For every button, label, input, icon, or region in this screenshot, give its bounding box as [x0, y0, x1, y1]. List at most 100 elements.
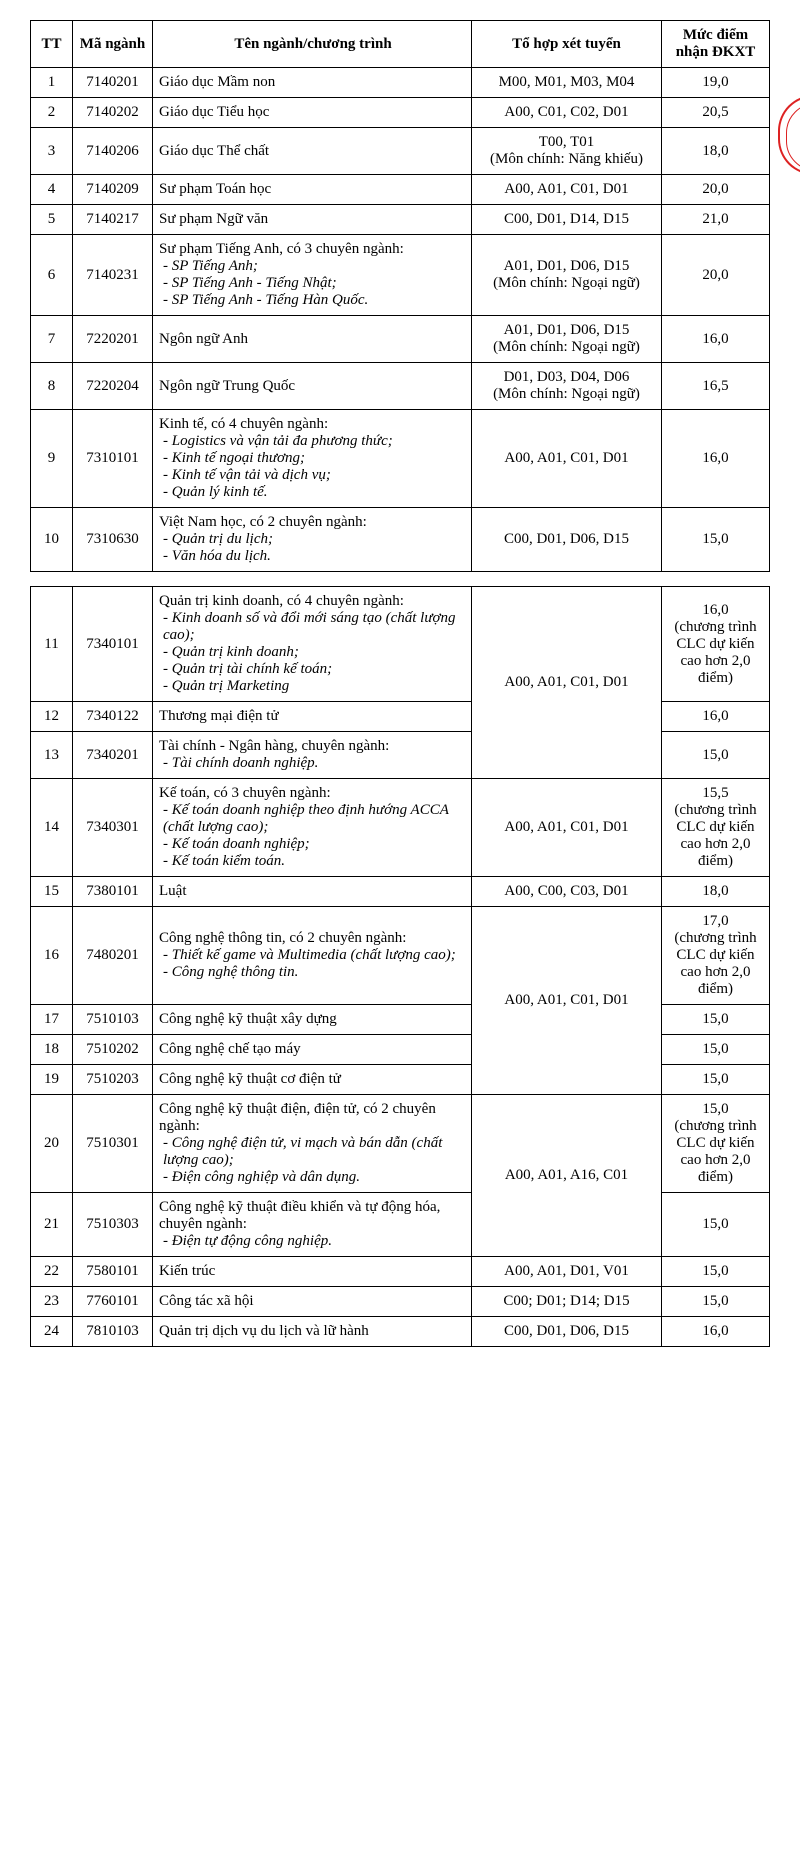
cell-line: 20,5 — [666, 104, 765, 121]
program-sub: - Quản trị Marketing — [159, 678, 467, 695]
cell-ma: 7340101 — [73, 587, 153, 702]
cell-line: (Môn chính: Ngoại ngữ) — [476, 386, 657, 403]
program-name: Tài chính - Ngân hàng, chuyên ngành: — [159, 738, 389, 754]
cell-ten: Quản trị kinh doanh, có 4 chuyên ngành: … — [153, 587, 472, 702]
cell-line: 15,0 — [666, 1101, 765, 1118]
table-row: 57140217Sư phạm Ngữ vănC00, D01, D14, D1… — [31, 205, 770, 235]
program-name: Sư phạm Toán học — [159, 181, 271, 197]
cell-line: 15,5 — [666, 785, 765, 802]
cell-ten: Công nghệ kỹ thuật cơ điện tử — [153, 1065, 472, 1095]
cell-ma: 7140206 — [73, 128, 153, 175]
cell-line: 15,0 — [666, 1071, 765, 1088]
cell-tt: 10 — [31, 508, 73, 572]
cell-diem: 15,0 — [662, 1193, 770, 1257]
program-sub: - SP Tiếng Anh - Tiếng Nhật; — [159, 275, 467, 292]
header-ten: Tên ngành/chương trình — [153, 21, 472, 68]
program-name: Kinh tế, có 4 chuyên ngành: — [159, 416, 328, 432]
cell-th: A00, A01, C01, D01 — [472, 587, 662, 779]
cell-ten: Công nghệ kỹ thuật xây dựng — [153, 1005, 472, 1035]
cell-tt: 19 — [31, 1065, 73, 1095]
cell-ma: 7340301 — [73, 779, 153, 877]
program-name: Sư phạm Ngữ văn — [159, 211, 268, 227]
program-name: Quản trị dịch vụ du lịch và lữ hành — [159, 1323, 369, 1339]
cell-line: 21,0 — [666, 211, 765, 228]
cell-ma: 7220201 — [73, 316, 153, 363]
cell-line: (Môn chính: Ngoại ngữ) — [476, 275, 657, 292]
cell-line: A01, D01, D06, D15 — [476, 322, 657, 339]
cell-th: M00, M01, M03, M04 — [472, 68, 662, 98]
cell-line: A00, A01, C01, D01 — [476, 819, 657, 836]
cell-ten: Luật — [153, 877, 472, 907]
cell-diem: 16,0(chương trình CLC dự kiến cao hơn 2,… — [662, 587, 770, 702]
table-row: 237760101Công tác xã hộiC00; D01; D14; D… — [31, 1287, 770, 1317]
cell-ma: 7760101 — [73, 1287, 153, 1317]
program-sub: - Kinh tế vận tải và dịch vụ; — [159, 467, 467, 484]
header-th: Tổ hợp xét tuyển — [472, 21, 662, 68]
cell-diem: 15,0 — [662, 732, 770, 779]
cell-th: A00, A01, C01, D01 — [472, 907, 662, 1095]
cell-line: A00, A01, C01, D01 — [476, 181, 657, 198]
cell-ten: Ngôn ngữ Trung Quốc — [153, 363, 472, 410]
cell-diem: 15,0(chương trình CLC dự kiến cao hơn 2,… — [662, 1095, 770, 1193]
program-sub: - Kế toán doanh nghiệp theo định hướng A… — [159, 802, 467, 836]
cell-th: C00, D01, D06, D15 — [472, 1317, 662, 1347]
table-row: 27140202Giáo dục Tiểu họcA00, C01, C02, … — [31, 98, 770, 128]
cell-diem: 21,0 — [662, 205, 770, 235]
cell-ten: Quản trị dịch vụ du lịch và lữ hành — [153, 1317, 472, 1347]
cell-th: A01, D01, D06, D15(Môn chính: Ngoại ngữ) — [472, 316, 662, 363]
cell-line: C00, D01, D06, D15 — [476, 531, 657, 548]
cell-ten: Giáo dục Thể chất — [153, 128, 472, 175]
cell-diem: 15,0 — [662, 1287, 770, 1317]
cell-ma: 7140202 — [73, 98, 153, 128]
program-name: Ngôn ngữ Trung Quốc — [159, 378, 295, 394]
cell-th: D01, D03, D04, D06(Môn chính: Ngoại ngữ) — [472, 363, 662, 410]
cell-line: C00, D01, D06, D15 — [476, 1323, 657, 1340]
cell-tt: 6 — [31, 235, 73, 316]
cell-ma: 7380101 — [73, 877, 153, 907]
cell-ma: 7510203 — [73, 1065, 153, 1095]
program-sub: - Kinh doanh số và đổi mới sáng tạo (chấ… — [159, 610, 467, 644]
header-tt: TT — [31, 21, 73, 68]
cell-ma: 7510301 — [73, 1095, 153, 1193]
cell-diem: 15,0 — [662, 1257, 770, 1287]
cell-tt: 13 — [31, 732, 73, 779]
cell-diem: 16,5 — [662, 363, 770, 410]
cell-th: A00, C00, C03, D01 — [472, 877, 662, 907]
program-name: Công nghệ thông tin, có 2 chuyên ngành: — [159, 930, 406, 946]
program-sub: - Công nghệ điện tử, vi mạch và bán dẫn … — [159, 1135, 467, 1169]
cell-ten: Công nghệ thông tin, có 2 chuyên ngành: … — [153, 907, 472, 1005]
cell-ten: Công nghệ chế tạo máy — [153, 1035, 472, 1065]
cell-line: C00, D01, D14, D15 — [476, 211, 657, 228]
cell-ten: Công nghệ kỹ thuật điều khiển và tự động… — [153, 1193, 472, 1257]
cell-line: (chương trình CLC dự kiến cao hơn 2,0 đi… — [666, 619, 765, 687]
table-row: 247810103Quản trị dịch vụ du lịch và lữ … — [31, 1317, 770, 1347]
program-name: Công nghệ chế tạo máy — [159, 1041, 301, 1057]
cell-ten: Sư phạm Ngữ văn — [153, 205, 472, 235]
cell-line: (chương trình CLC dự kiến cao hơn 2,0 đi… — [666, 1118, 765, 1186]
cell-ma: 7510303 — [73, 1193, 153, 1257]
cell-th: C00, D01, D14, D15 — [472, 205, 662, 235]
cell-ten: Kinh tế, có 4 chuyên ngành: - Logistics … — [153, 410, 472, 508]
cell-diem: 16,0 — [662, 410, 770, 508]
program-sub: - SP Tiếng Anh - Tiếng Hàn Quốc. — [159, 292, 467, 309]
cell-th: A01, D01, D06, D15(Môn chính: Ngoại ngữ) — [472, 235, 662, 316]
program-name: Kiến trúc — [159, 1263, 215, 1279]
program-sub: - Quản trị kinh doanh; — [159, 644, 467, 661]
cell-ten: Giáo dục Tiểu học — [153, 98, 472, 128]
header-diem: Mức điểm nhận ĐKXT — [662, 21, 770, 68]
cell-tt: 15 — [31, 877, 73, 907]
cell-diem: 15,0 — [662, 508, 770, 572]
program-name: Công nghệ kỹ thuật điện, điện tử, có 2 c… — [159, 1101, 436, 1134]
cell-line: T00, T01 — [476, 134, 657, 151]
cell-diem: 16,0 — [662, 1317, 770, 1347]
cell-ten: Sư phạm Tiếng Anh, có 3 chuyên ngành: - … — [153, 235, 472, 316]
program-sub: - SP Tiếng Anh; — [159, 258, 467, 275]
table-header-row: TT Mã ngành Tên ngành/chương trình Tổ hợ… — [31, 21, 770, 68]
program-sub: - Văn hóa du lịch. — [159, 548, 467, 565]
cell-tt: 17 — [31, 1005, 73, 1035]
cell-th: T00, T01(Môn chính: Năng khiếu) — [472, 128, 662, 175]
program-sub: - Công nghệ thông tin. — [159, 964, 467, 981]
cell-tt: 20 — [31, 1095, 73, 1193]
cell-tt: 16 — [31, 907, 73, 1005]
cell-diem: 20,0 — [662, 175, 770, 205]
